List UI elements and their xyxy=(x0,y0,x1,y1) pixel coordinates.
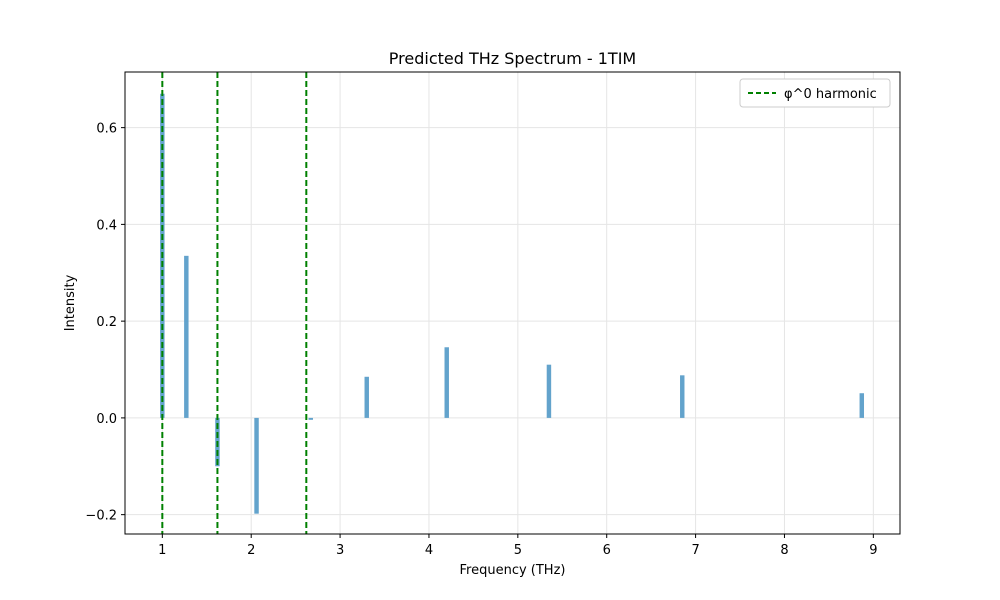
spectrum-bar xyxy=(859,393,865,418)
harmonic-lines-layer xyxy=(161,72,308,534)
spectrum-bar xyxy=(444,347,449,418)
y-tick-label: 0.0 xyxy=(96,412,117,427)
spectrum-bar xyxy=(680,375,685,418)
x-tick-label: 4 xyxy=(425,543,433,558)
ticks-layer: 1 2 3 4 5 6 7 8 9 −0.2 0.0 0.2 0.4 0.6 xyxy=(85,122,877,558)
y-tick-label: 0.4 xyxy=(96,218,117,233)
y-axis-label: Intensity xyxy=(63,274,78,331)
x-axis-label: Frequency (THz) xyxy=(460,563,566,578)
plot-frame xyxy=(124,71,901,535)
x-tick-label: 6 xyxy=(603,543,611,558)
x-tick-label: 8 xyxy=(780,543,788,558)
spectrum-bar xyxy=(546,364,552,418)
legend: φ^0 harmonic xyxy=(739,78,891,108)
bars-layer xyxy=(160,93,865,514)
x-tick-label: 5 xyxy=(514,543,522,558)
y-tick-label: 0.6 xyxy=(96,122,117,137)
chart-title: Predicted THz Spectrum - 1TIM xyxy=(389,49,636,68)
x-tick-label: 1 xyxy=(158,543,166,558)
y-tick-label: 0.2 xyxy=(96,315,117,330)
spectrum-bar xyxy=(184,255,189,418)
spectrum-bar xyxy=(364,376,369,418)
grid-layer xyxy=(125,72,900,534)
legend-harmonic-label: φ^0 harmonic xyxy=(784,87,877,102)
x-tick-label: 9 xyxy=(869,543,877,558)
y-tick-label: −0.2 xyxy=(85,509,117,524)
legend-box xyxy=(739,78,891,108)
spectrum-bar xyxy=(308,417,313,420)
x-tick-label: 3 xyxy=(336,543,344,558)
x-tick-label: 7 xyxy=(691,543,699,558)
spectrum-bar xyxy=(254,417,259,514)
x-tick-label: 2 xyxy=(247,543,255,558)
